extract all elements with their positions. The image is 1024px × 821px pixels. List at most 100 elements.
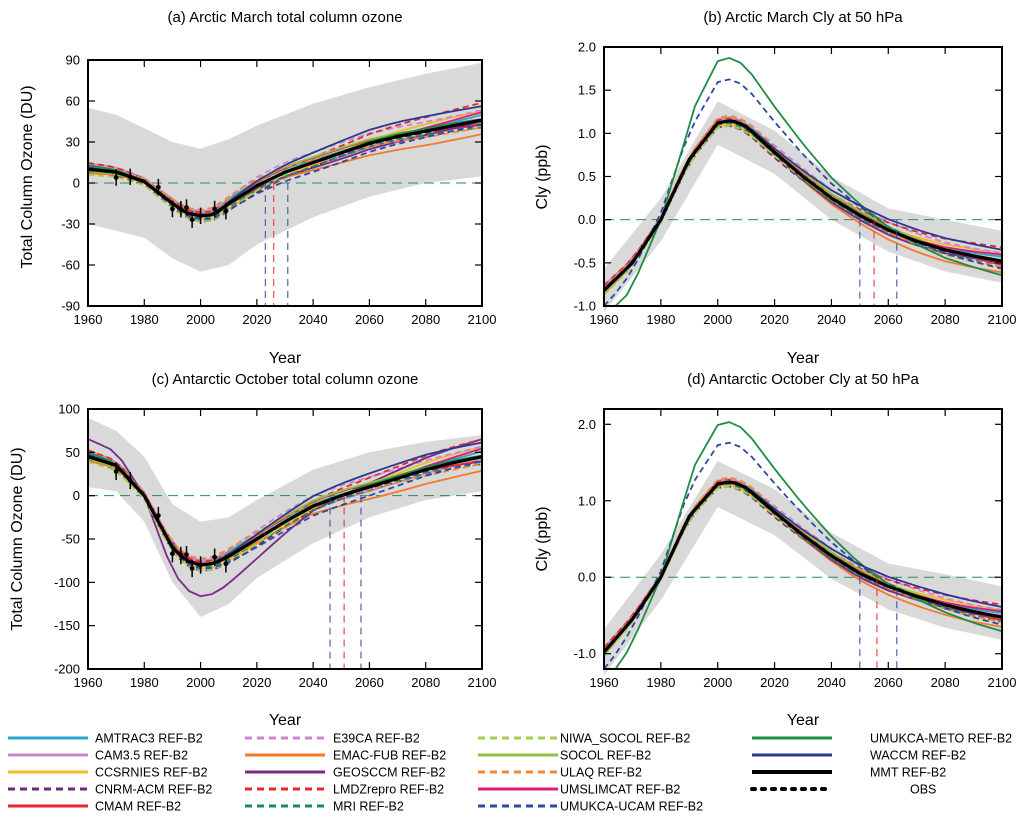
x-tick-label: 2100: [468, 312, 497, 327]
legend-label: MMT REF-B2: [870, 766, 946, 780]
x-tick-label: 1980: [646, 312, 675, 327]
y-tick-label: 1.5: [578, 83, 596, 98]
x-tick-label: 2080: [931, 312, 960, 327]
legend-label: CAM3.5 REF-B2: [95, 749, 188, 763]
x-tick-label: 2060: [355, 312, 384, 327]
model-curve-lmdzrepro: [87, 102, 483, 214]
y-tick-label: -150: [54, 618, 80, 633]
x-tick-label: 1980: [130, 312, 159, 327]
x-tick-label: 2020: [760, 675, 789, 690]
y-tick-label: -200: [54, 662, 80, 677]
legend-label: CMAM REF-B2: [95, 800, 181, 814]
y-tick-label: -100: [54, 575, 80, 590]
legend-label: UMUKCA-METO REF-B2: [870, 732, 1012, 746]
legend-label: NIWA_SOCOL REF-B2: [560, 732, 690, 746]
panel-d-title: (d) Antarctic October Cly at 50 hPa: [687, 371, 919, 388]
obs-point: [113, 469, 119, 474]
y-tick-label: 30: [66, 135, 80, 150]
legend-label: WACCM REF-B2: [870, 749, 966, 763]
uncertainty-envelope: [604, 461, 1002, 676]
legend-label: OBS: [910, 783, 936, 797]
y-tick-label: -60: [61, 258, 80, 273]
x-tick-label: 1960: [74, 675, 103, 690]
legend-label: AMTRAC3 REF-B2: [95, 732, 203, 746]
mmt-curve: [87, 455, 483, 567]
obs-point: [170, 206, 175, 212]
obs-point: [155, 513, 161, 518]
x-tick-label: 2080: [931, 675, 960, 690]
legend-label: MRI REF-B2: [333, 800, 404, 814]
x-tick-label: 2020: [760, 312, 789, 327]
panel-a-title: (a) Arctic March total column ozone: [167, 9, 402, 26]
x-tick-label: 2100: [468, 675, 497, 690]
y-tick-label: -1.0: [574, 299, 596, 314]
x-tick-label: 2020: [242, 312, 271, 327]
model-curve-geosccm: [87, 438, 483, 598]
panel-b-ylabel: Cly (ppb): [534, 145, 551, 210]
obs-point: [212, 206, 218, 212]
y-tick-label: -1.0: [574, 646, 596, 661]
x-tick-label: 1960: [590, 675, 619, 690]
y-tick-label: 0.0: [578, 570, 596, 585]
x-tick-label: 2000: [703, 675, 732, 690]
panel-c-plot: 1960 1980 2000 2020 2040 2060 2080 2100 100 50 0 -5…: [54, 402, 496, 691]
obs-point: [113, 175, 119, 180]
mmt-curve: [87, 118, 483, 218]
panel-d-plot: 1960 1980 2000 2020 2040 2060 2080 2100 2.0 1.0 0.…: [574, 408, 1017, 690]
obs-point: [155, 184, 161, 190]
y-tick-label: 0: [73, 176, 80, 191]
x-tick-label: 2000: [186, 675, 215, 690]
legend-label: GEOSCCM REF-B2: [333, 766, 446, 780]
model-curve-e39ca: [87, 445, 483, 563]
obs-point: [127, 478, 133, 483]
obs-point: [198, 562, 203, 568]
model-curve-umukca-meto: [604, 421, 1003, 670]
y-tick-label: 50: [66, 445, 80, 460]
x-tick-label: 2100: [988, 675, 1017, 690]
x-tick-label: 2040: [299, 675, 328, 690]
legend-label: CNRM-ACM REF-B2: [95, 783, 212, 797]
legend-label: ULAQ REF-B2: [560, 766, 642, 780]
panel-b-title: (b) Arctic March Cly at 50 hPa: [703, 9, 903, 26]
obs-point: [189, 566, 195, 571]
obs-point: [223, 561, 229, 567]
x-tick-label: 1960: [590, 312, 619, 327]
panel-a-plot: 1960 1980 2000 2020 2040 2060 2080 2100 90 60 30 0 -…: [61, 53, 496, 328]
x-tick-label: 2020: [242, 675, 271, 690]
model-curve-e39ca: [87, 109, 483, 214]
y-tick-label: -90: [61, 299, 80, 314]
y-tick-label: -30: [61, 217, 80, 232]
mmt-curve: [602, 119, 1003, 292]
y-tick-label: 0.0: [578, 212, 596, 227]
model-curve-umukca-ucam: [603, 78, 1003, 307]
panel-d-ylabel: Cly (ppb): [534, 507, 551, 572]
axes-frame: [603, 408, 1003, 670]
uncertainty-envelope: [604, 101, 1002, 313]
x-tick-label: 2060: [355, 675, 384, 690]
legend-label: EMAC-FUB REF-B2: [333, 749, 446, 763]
legend-label: LMDZrepro REF-B2: [333, 783, 444, 797]
x-tick-label: 2040: [299, 312, 328, 327]
x-tick-label: 1960: [74, 312, 103, 327]
panel-b-plot: 1960 1980 2000 2020 2040 2060 2080 2100 2.0 1.5 1.…: [574, 40, 1017, 328]
x-tick-label: 2060: [874, 675, 903, 690]
y-tick-label: 2.0: [578, 40, 596, 55]
panel-d-xlabel: Year: [787, 712, 820, 729]
y-tick-label: 2.0: [578, 417, 596, 432]
obs-point: [178, 553, 184, 558]
panel-a-ylabel: Total Column Ozone (DU): [19, 85, 36, 268]
legend-label: SOCOL REF-B2: [560, 749, 651, 763]
y-tick-label: 0.5: [578, 169, 596, 184]
x-tick-label: 2000: [703, 312, 732, 327]
x-tick-label: 1980: [646, 675, 675, 690]
y-tick-label: 0: [73, 488, 80, 503]
x-tick-label: 2060: [874, 312, 903, 327]
obs-point: [184, 205, 189, 211]
model-curve-umukca-meto: [604, 56, 1003, 307]
mmt-curve: [602, 480, 1003, 654]
model-curve-ulaq: [603, 476, 1003, 652]
panel-b-xlabel: Year: [787, 350, 820, 367]
obs-point: [198, 213, 203, 219]
obs-point: [212, 554, 218, 560]
